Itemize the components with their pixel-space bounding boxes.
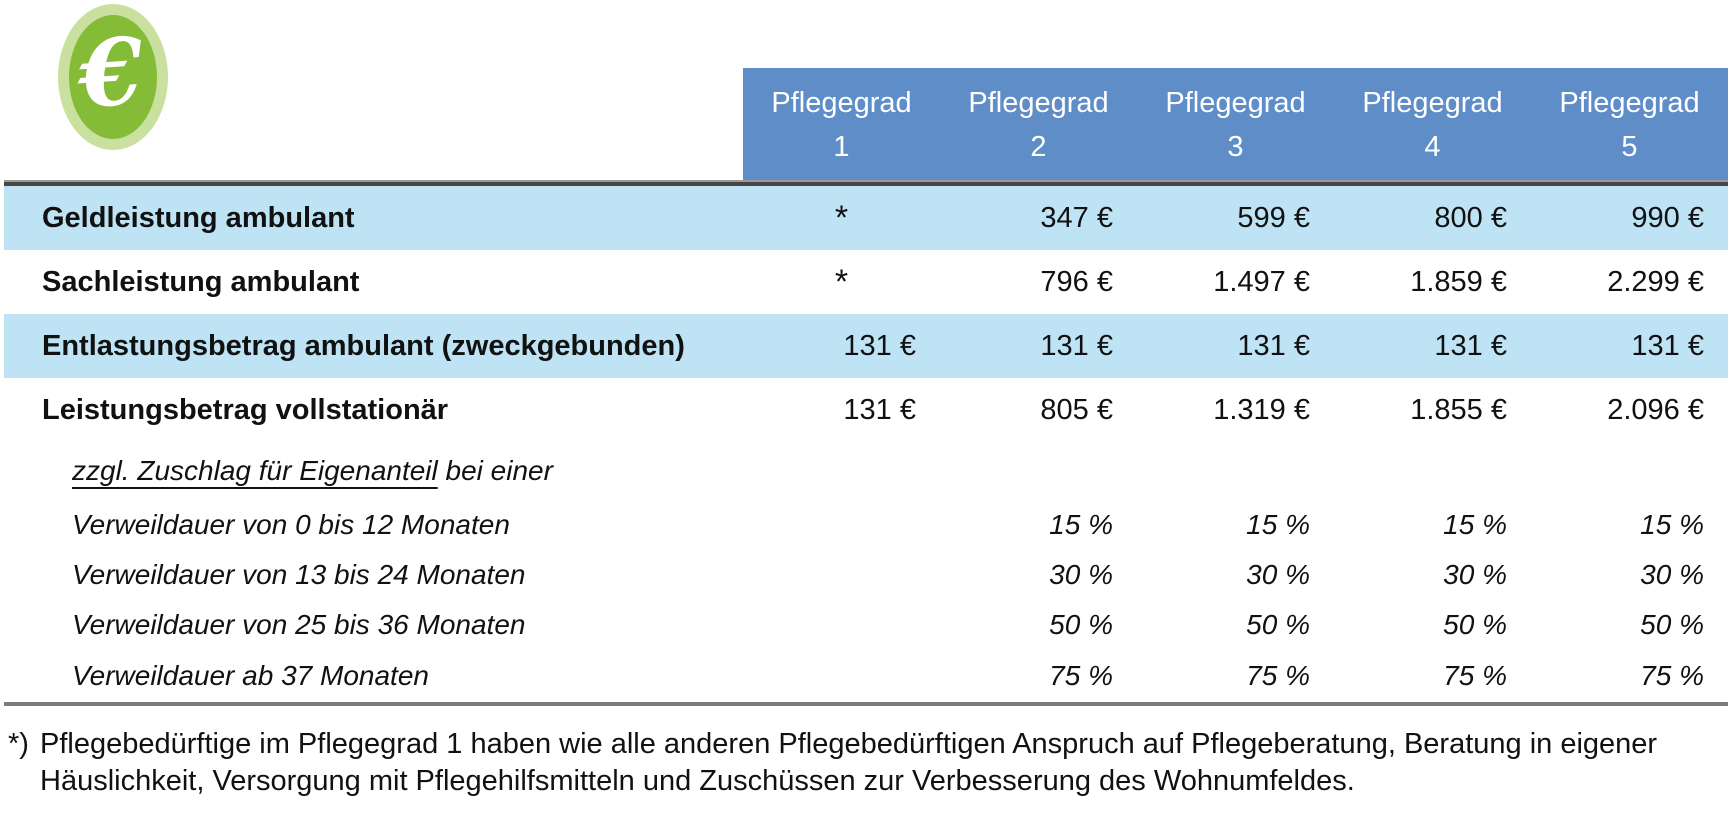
cell-value: 599 € <box>1137 186 1334 250</box>
row-label: Sachleistung ambulant <box>42 265 360 298</box>
cell-value: 50 % <box>1640 609 1704 640</box>
cell-value: 347 € <box>940 186 1137 250</box>
row-label: Verweildauer ab 37 Monaten <box>72 660 429 691</box>
row-label: Geldleistung ambulant <box>4 186 743 250</box>
table-row-entlastungsbetrag: Entlastungsbetrag ambulant (zweckgebunde… <box>4 314 1728 378</box>
cell-value: 131 € <box>1137 314 1334 378</box>
cell-value: 75 % <box>1640 660 1704 691</box>
cell-value: 75 % <box>1443 660 1507 691</box>
footnote-text: Pflegebedürftige im Pflegegrad 1 haben w… <box>40 726 1724 800</box>
cell-value <box>743 500 940 550</box>
column-title: Pflegegrad <box>1165 87 1306 119</box>
row-label: Verweildauer von 13 bis 24 Monaten <box>72 559 526 590</box>
table-row-verweildauer-25-36: Verweildauer von 25 bis 36 Monaten 50 % … <box>4 600 1728 650</box>
column-number: 2 <box>1030 131 1047 163</box>
column-number: 4 <box>1424 131 1441 163</box>
column-header-pflegegrad-2: Pflegegrad 2 <box>940 68 1137 180</box>
column-number: 5 <box>1621 131 1638 163</box>
column-header-pflegegrad-1: Pflegegrad 1 <box>743 68 940 180</box>
column-header-pflegegrad-3: Pflegegrad 3 <box>1137 68 1334 180</box>
cell-value <box>940 442 1137 500</box>
cell-value: 796 € <box>1040 265 1113 298</box>
cell-value: 131 € <box>843 393 916 426</box>
cell-value <box>743 650 940 702</box>
cell-value: 1.497 € <box>1213 265 1310 298</box>
table-row-zuschlag-header: zzgl. Zuschlag für Eigenanteil bei einer <box>4 442 1728 500</box>
column-number: 1 <box>833 131 850 163</box>
cell-value: 2.299 € <box>1607 265 1704 298</box>
column-header-pflegegrad-4: Pflegegrad 4 <box>1334 68 1531 180</box>
cell-value <box>1531 442 1728 500</box>
cell-value: 75 % <box>1049 660 1113 691</box>
cell-value: 990 € <box>1531 186 1728 250</box>
column-title: Pflegegrad <box>1559 87 1700 119</box>
table-top-rule <box>4 180 1728 186</box>
row-label: Verweildauer von 25 bis 36 Monaten <box>72 609 526 640</box>
footnote-line-1: Pflegebedürftige im Pflegegrad 1 haben w… <box>40 728 1658 760</box>
column-title: Pflegegrad <box>771 87 912 119</box>
cell-value: 50 % <box>1049 609 1113 640</box>
table-bottom-rule <box>4 702 1728 706</box>
row-label: Entlastungsbetrag ambulant (zweckgebunde… <box>4 314 743 378</box>
benefits-table: Pflegegrad 1 Pflegegrad 2 Pflegegrad 3 P… <box>4 68 1728 706</box>
cell-value: 131 € <box>1334 314 1531 378</box>
row-label: Verweildauer von 0 bis 12 Monaten <box>72 509 510 540</box>
cell-value: 800 € <box>1334 186 1531 250</box>
cell-value: 2.096 € <box>1607 393 1704 426</box>
table-row-verweildauer-0-12: Verweildauer von 0 bis 12 Monaten 15 % 1… <box>4 500 1728 550</box>
cell-value: 131 € <box>743 314 940 378</box>
row-label-underlined-part: zzgl. Zuschlag für Eigenanteil <box>72 455 438 486</box>
cell-value: 30 % <box>1246 559 1310 590</box>
table-row-verweildauer-13-24: Verweildauer von 13 bis 24 Monaten 30 % … <box>4 550 1728 600</box>
cell-value <box>743 600 940 650</box>
column-header-pflegegrad-5: Pflegegrad 5 <box>1531 68 1728 180</box>
cell-value: * <box>834 262 849 301</box>
cell-value: 15 % <box>1443 509 1507 540</box>
table-header: Pflegegrad 1 Pflegegrad 2 Pflegegrad 3 P… <box>4 68 1728 180</box>
column-title: Pflegegrad <box>968 87 1109 119</box>
table-row-leistungsbetrag: Leistungsbetrag vollstationär 131 € 805 … <box>4 378 1728 442</box>
cell-value: 15 % <box>1246 509 1310 540</box>
row-label-rest: bei einer <box>437 455 553 486</box>
cell-value: 131 € <box>940 314 1137 378</box>
row-label: zzgl. Zuschlag für Eigenanteil bei einer <box>4 442 743 500</box>
cell-value: * <box>743 186 940 250</box>
euro-icon: € <box>58 4 168 150</box>
cell-value <box>743 550 940 600</box>
cell-value: 50 % <box>1246 609 1310 640</box>
footnote-marker: *) <box>8 728 29 760</box>
cell-value: 75 % <box>1246 660 1310 691</box>
cell-value <box>1334 442 1531 500</box>
cell-value: 805 € <box>1040 393 1113 426</box>
cell-value: 1.855 € <box>1410 393 1507 426</box>
table-row-geldleistung: Geldleistung ambulant * 347 € 599 € 800 … <box>4 186 1728 250</box>
cell-value: 15 % <box>1640 509 1704 540</box>
cell-value <box>743 442 940 500</box>
header-spacer <box>4 68 743 180</box>
cell-value: 15 % <box>1049 509 1113 540</box>
column-number: 3 <box>1227 131 1244 163</box>
cell-value: 30 % <box>1443 559 1507 590</box>
row-label: Leistungsbetrag vollstationär <box>42 393 449 426</box>
cell-value: 131 € <box>1531 314 1728 378</box>
table-row-sachleistung: Sachleistung ambulant * 796 € 1.497 € 1.… <box>4 250 1728 314</box>
table-row-verweildauer-ab-37: Verweildauer ab 37 Monaten 75 % 75 % 75 … <box>4 650 1728 702</box>
column-title: Pflegegrad <box>1362 87 1503 119</box>
cell-value: 1.859 € <box>1410 265 1507 298</box>
cell-value: 30 % <box>1049 559 1113 590</box>
cell-value <box>1137 442 1334 500</box>
footnote: *) Pflegebedürftige im Pflegegrad 1 habe… <box>8 726 1724 800</box>
footnote-line-2: Häuslichkeit, Versorgung mit Pflegehilfs… <box>40 765 1355 797</box>
cell-value: 50 % <box>1443 609 1507 640</box>
cell-value: 30 % <box>1640 559 1704 590</box>
cell-value: 1.319 € <box>1213 393 1310 426</box>
